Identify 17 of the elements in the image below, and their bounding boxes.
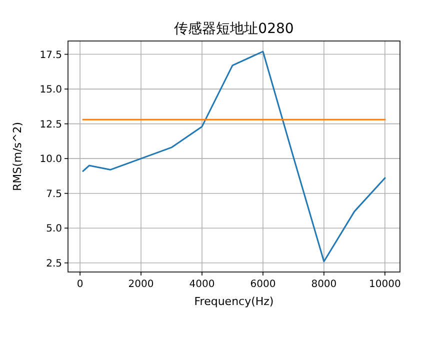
x-tick-label: 6000 [250, 279, 276, 290]
y-axis-title: RMS(m/s^2) [11, 122, 24, 192]
y-tick-label: 2.5 [46, 258, 62, 270]
y-tick-label: 10.0 [40, 154, 62, 166]
x-tick-label: 10000 [369, 279, 401, 290]
x-tick-label: 0 [76, 279, 84, 290]
x-tick-label: 2000 [128, 279, 154, 290]
line-series [82, 50, 386, 262]
y-tick-label: 5.0 [46, 224, 62, 235]
y-tick-label: 15.0 [40, 84, 62, 96]
y-tick-label: 17.5 [40, 50, 62, 61]
x-tick-label: 8000 [311, 279, 337, 290]
x-tick-label: 4000 [189, 279, 215, 290]
y-tick-label: 12.5 [40, 119, 62, 130]
x-axis-title: Frequency(Hz) [194, 295, 274, 308]
y-tick-label: 7.5 [46, 188, 62, 200]
chart-title: 传感器短地址0280 [174, 21, 294, 37]
